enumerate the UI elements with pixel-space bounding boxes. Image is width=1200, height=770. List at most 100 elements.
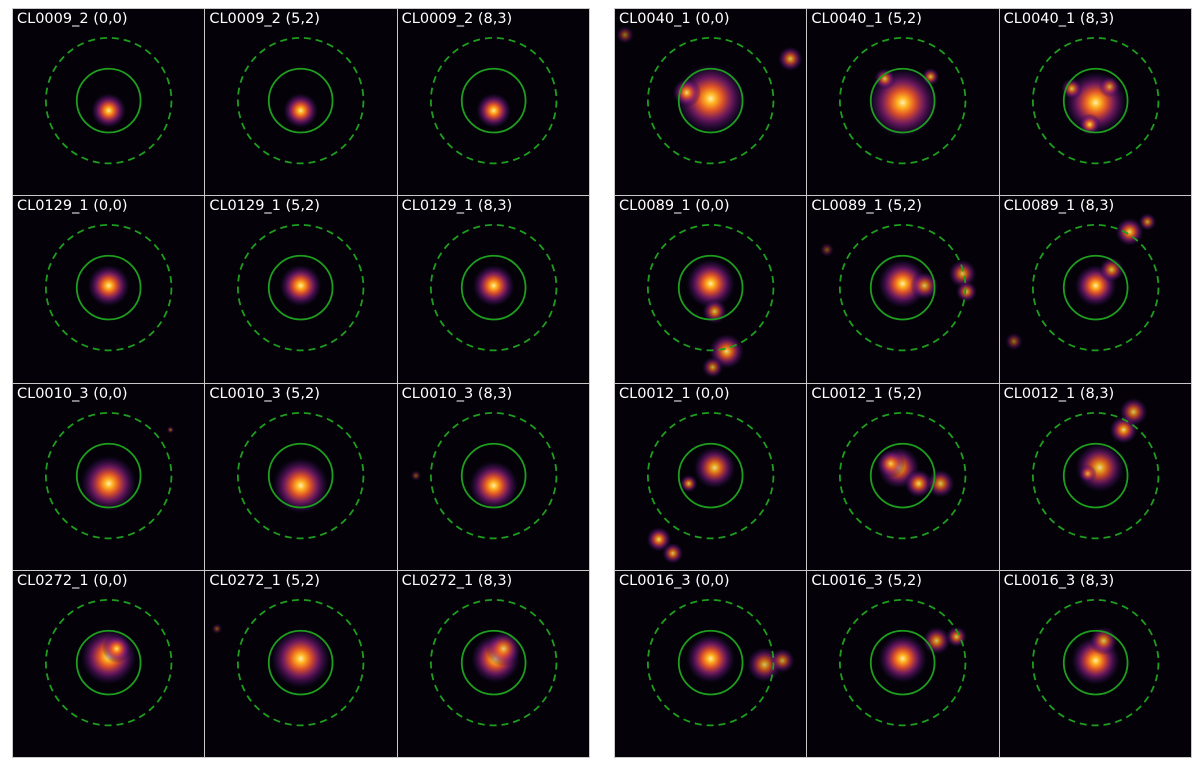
- galaxy-blob: [693, 445, 737, 489]
- galaxy-blob: [877, 633, 929, 684]
- outer-aperture-ring: [44, 36, 173, 165]
- galaxy-blob: [166, 425, 175, 433]
- galaxy-panel: CL0089_1 (0,0): [615, 196, 807, 383]
- galaxy-panel: CL0010_3 (8,3): [397, 383, 589, 570]
- galaxy-panel: CL0009_2 (0,0): [13, 9, 205, 196]
- outer-aperture-ring: [646, 598, 775, 727]
- galaxy-blob: [777, 46, 803, 72]
- galaxy-image: [646, 411, 775, 564]
- inner-aperture-ring: [75, 255, 142, 321]
- galaxy-blob: [921, 67, 940, 86]
- panel-title: CL0012_1 (5,2): [811, 385, 922, 402]
- galaxy-blob: [948, 259, 978, 289]
- galaxy-blob: [468, 459, 519, 511]
- galaxy-blob: [211, 623, 223, 634]
- galaxy-panel: CL0129_1 (8,3): [397, 196, 589, 383]
- galaxy-blob: [904, 468, 934, 498]
- outer-aperture-ring: [237, 36, 365, 165]
- inner-aperture-ring: [460, 255, 527, 321]
- galaxy-blob: [922, 626, 952, 655]
- galaxy-blob: [279, 264, 323, 308]
- galaxy-blob: [410, 469, 421, 481]
- panel-title: CL0016_3 (0,0): [619, 572, 730, 589]
- galaxy-panel: CL0016_3 (5,2): [807, 570, 999, 757]
- galaxy-blob: [270, 627, 332, 689]
- galaxy-image: [410, 411, 557, 539]
- panel-title: CL0009_2 (8,3): [401, 11, 513, 27]
- galaxy-panel: CL0012_1 (5,2): [807, 383, 999, 570]
- galaxy-panel: CL0129_1 (5,2): [205, 196, 397, 383]
- galaxy-image: [615, 25, 803, 165]
- galaxy-image: [44, 224, 173, 352]
- panel-title: CL0010_3 (0,0): [17, 385, 128, 402]
- galaxy-blob: [820, 242, 835, 258]
- galaxy-blob: [102, 634, 131, 663]
- galaxy-panel: CL0272_1 (5,2): [205, 570, 397, 757]
- galaxy-blob: [876, 448, 906, 478]
- galaxy-image: [646, 224, 775, 379]
- galaxy-image: [237, 36, 365, 165]
- panel-title: CL0129_1 (0,0): [17, 198, 128, 215]
- galaxy-blob: [1098, 257, 1124, 283]
- panel-title: CL0129_1 (5,2): [209, 198, 320, 215]
- galaxy-blob: [956, 281, 978, 303]
- galaxy-image: [429, 36, 557, 165]
- inner-aperture-ring: [460, 442, 527, 508]
- panel-title: CL0040_1 (0,0): [619, 11, 730, 27]
- panel-title: CL0016_3 (8,3): [1003, 572, 1115, 589]
- galaxy-blob: [685, 633, 736, 684]
- inner-aperture-ring: [460, 67, 527, 134]
- galaxy-blob: [874, 67, 896, 90]
- outer-aperture-ring: [1031, 36, 1159, 165]
- inner-aperture-ring: [1062, 442, 1129, 508]
- panel-title: CL0272_1 (8,3): [401, 572, 513, 589]
- right-panel-grid: CL0040_1 (0,0) CL0040_1 (5,2) CL0040_1 (8,…: [614, 8, 1192, 758]
- galaxy-image: [237, 224, 365, 352]
- galaxy-blob: [1004, 332, 1023, 351]
- inner-aperture-ring: [75, 67, 142, 134]
- galaxy-panel: CL0009_2 (5,2): [205, 9, 397, 196]
- galaxy-panel: CL0012_1 (8,3): [999, 383, 1191, 570]
- galaxy-image: [1031, 397, 1159, 539]
- galaxy-blob: [685, 258, 736, 309]
- galaxy-blob: [475, 92, 512, 129]
- inner-aperture-ring: [75, 629, 142, 696]
- galaxy-blob: [1078, 464, 1097, 483]
- outer-aperture-ring: [44, 598, 173, 727]
- outer-aperture-ring: [1031, 598, 1159, 727]
- galaxy-image: [1031, 36, 1159, 165]
- panel-title: CL0012_1 (8,3): [1003, 385, 1115, 402]
- inner-aperture-ring: [268, 255, 334, 321]
- inner-aperture-ring: [460, 629, 527, 696]
- left-panel-grid: CL0009_2 (0,0) CL0009_2 (5,2) CL0009_2 (8,…: [12, 8, 590, 758]
- galaxy-image: [211, 598, 365, 727]
- galaxy-panel: CL0012_1 (0,0): [615, 383, 807, 570]
- panel-title: CL0016_3 (5,2): [811, 572, 922, 589]
- panel-title: CL0009_2 (0,0): [17, 11, 128, 27]
- inner-aperture-ring: [677, 255, 744, 321]
- panel-title: CL0012_1 (0,0): [619, 385, 730, 402]
- panel-title: CL0010_3 (8,3): [401, 385, 513, 402]
- galaxy-blob: [272, 456, 330, 514]
- galaxy-image: [646, 598, 795, 727]
- panel-title: CL0010_3 (5,2): [209, 385, 320, 402]
- galaxy-blob: [672, 78, 702, 108]
- galaxy-panel: CL0009_2 (8,3): [397, 9, 589, 196]
- inner-aperture-ring: [1062, 67, 1129, 134]
- galaxy-panel: CL0010_3 (5,2): [205, 383, 397, 570]
- galaxy-blob: [1098, 75, 1121, 98]
- galaxy-blob: [769, 647, 795, 673]
- galaxy-blob: [87, 264, 131, 308]
- galaxy-panel: CL0272_1 (0,0): [13, 570, 205, 757]
- galaxy-image: [1004, 213, 1159, 352]
- galaxy-blob: [701, 356, 724, 379]
- panel-title: CL0129_1 (8,3): [401, 198, 513, 215]
- inner-aperture-ring: [870, 442, 936, 508]
- inner-aperture-ring: [268, 67, 334, 134]
- galaxy-blob: [485, 630, 522, 667]
- outer-aperture-ring: [839, 598, 967, 727]
- galaxy-blob: [910, 271, 940, 301]
- inner-aperture-ring: [870, 255, 936, 321]
- inner-aperture-ring: [677, 67, 744, 134]
- galaxy-blob: [679, 474, 698, 493]
